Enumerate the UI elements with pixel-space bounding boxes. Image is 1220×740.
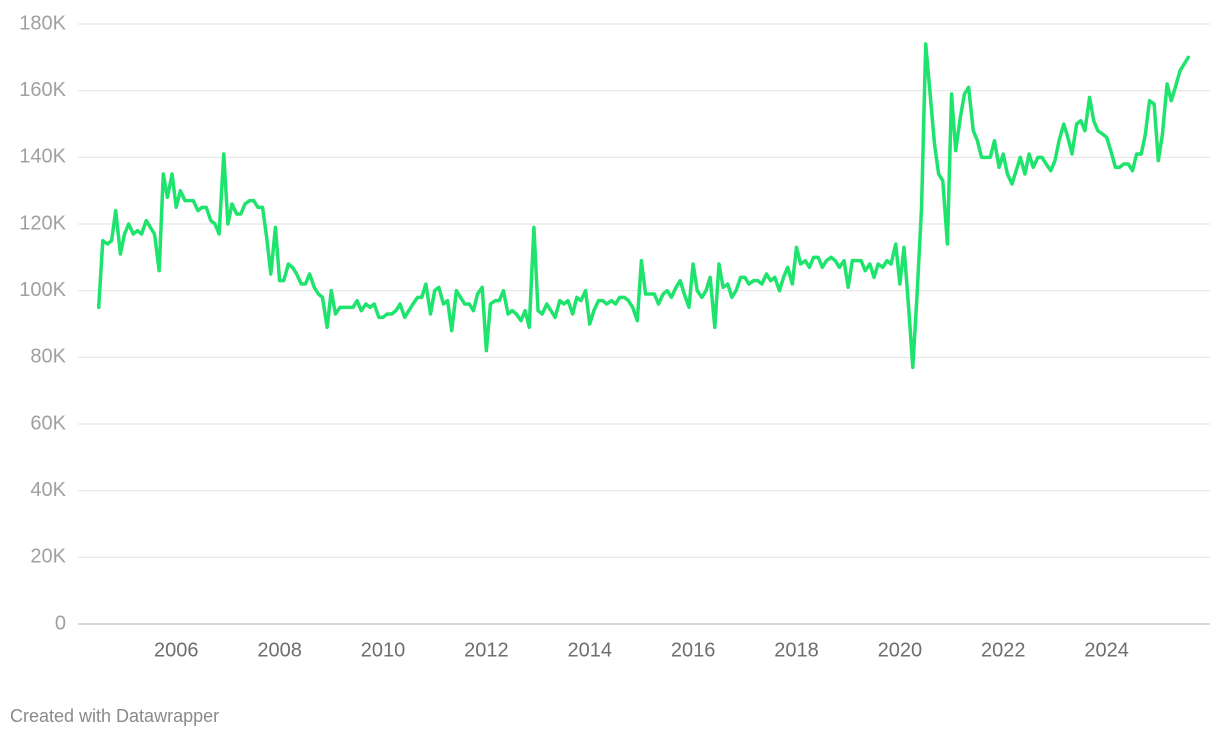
y-tick-label: 20K [30, 546, 66, 568]
y-tick-label: 180K [19, 12, 66, 34]
y-tick-label: 140K [19, 146, 66, 168]
y-tick-label: 160K [19, 79, 66, 101]
x-tick-label: 2012 [464, 639, 509, 661]
x-tick-label: 2024 [1084, 639, 1129, 661]
x-tick-label: 2018 [774, 639, 819, 661]
x-tick-label: 2020 [878, 639, 923, 661]
footer: Created with Datawrapper [10, 706, 219, 726]
x-tick-label: 2006 [154, 639, 199, 661]
data-line [96, 42, 1191, 370]
x-tick-label: 2022 [981, 639, 1026, 661]
y-tick-label: 80K [30, 346, 66, 368]
y-tick-label: 0 [55, 612, 66, 634]
x-tick-label: 2016 [671, 639, 716, 661]
y-tick-label: 100K [19, 279, 66, 301]
y-tick-label: 120K [19, 212, 66, 234]
x-tick-label: 2010 [361, 639, 406, 661]
x-tick-label: 2008 [257, 639, 302, 661]
y-tick-label: 60K [30, 412, 66, 434]
x-tick-label: 2014 [567, 639, 612, 661]
y-tick-label: 40K [30, 479, 66, 501]
